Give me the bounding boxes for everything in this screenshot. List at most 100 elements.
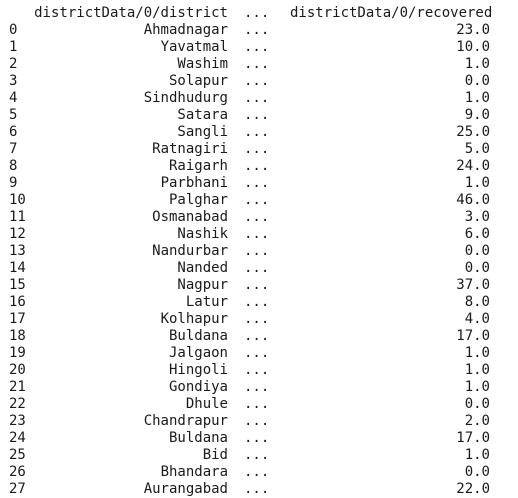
cell-ellipsis: ... xyxy=(244,260,270,276)
cell-district: Jalgaon xyxy=(168,345,228,361)
table-row: 20 Hingoli... 1.0 xyxy=(0,362,518,379)
table-row: 24 Buldana... 17.0 xyxy=(0,430,518,447)
cell-district: Sangli xyxy=(177,124,228,140)
row-index: 19 xyxy=(9,345,26,361)
cell-recovered: 3.0 xyxy=(464,209,490,225)
cell-district: Kolhapur xyxy=(160,311,228,327)
cell-recovered: 17.0 xyxy=(456,328,490,344)
cell-district: Nashik xyxy=(177,226,228,242)
cell-ellipsis: ... xyxy=(244,481,270,497)
cell-ellipsis: ... xyxy=(244,362,270,378)
cell-ellipsis: ... xyxy=(244,294,270,310)
table-row: 12 Nashik... 6.0 xyxy=(0,226,518,243)
cell-ellipsis: ... xyxy=(244,124,270,140)
cell-recovered: 2.0 xyxy=(464,413,490,429)
cell-district: Osmanabad xyxy=(152,209,228,225)
row-index: 20 xyxy=(9,362,26,378)
cell-recovered: 25.0 xyxy=(456,124,490,140)
cell-district: Chandrapur xyxy=(143,413,228,429)
table-row: 19 Jalgaon... 1.0 xyxy=(0,345,518,362)
cell-ellipsis: ... xyxy=(244,311,270,327)
row-index: 4 xyxy=(9,90,18,106)
cell-district: Palghar xyxy=(168,192,228,208)
table-row: 27 Aurangabad... 22.0 xyxy=(0,481,518,498)
row-index: 5 xyxy=(9,107,18,123)
cell-district: Dhule xyxy=(185,396,228,412)
cell-district: Ahmadnagar xyxy=(143,22,228,38)
cell-district: Aurangabad xyxy=(143,481,228,497)
cell-recovered: 1.0 xyxy=(464,56,490,72)
cell-ellipsis: ... xyxy=(244,22,270,38)
cell-recovered: 1.0 xyxy=(464,90,490,106)
cell-district: Washim xyxy=(177,56,228,72)
row-index: 13 xyxy=(9,243,26,259)
table-row: 7 Ratnagiri... 5.0 xyxy=(0,141,518,158)
cell-district: Buldana xyxy=(168,328,228,344)
cell-recovered: 6.0 xyxy=(464,226,490,242)
cell-recovered: 1.0 xyxy=(464,175,490,191)
cell-recovered: 24.0 xyxy=(456,158,490,174)
column-header-ellipsis: ... xyxy=(244,5,270,21)
cell-ellipsis: ... xyxy=(244,277,270,293)
column-header-district: districtData/0/district xyxy=(34,5,228,21)
table-row: 22 Dhule... 0.0 xyxy=(0,396,518,413)
row-index: 22 xyxy=(9,396,26,412)
table-row: 6 Sangli... 25.0 xyxy=(0,124,518,141)
row-index: 21 xyxy=(9,379,26,395)
table-row: 14 Nanded... 0.0 xyxy=(0,260,518,277)
cell-ellipsis: ... xyxy=(244,464,270,480)
cell-recovered: 10.0 xyxy=(456,39,490,55)
row-index: 14 xyxy=(9,260,26,276)
cell-recovered: 46.0 xyxy=(456,192,490,208)
cell-recovered: 4.0 xyxy=(464,311,490,327)
cell-district: Hingoli xyxy=(168,362,228,378)
cell-district: Yavatmal xyxy=(160,39,228,55)
cell-district: Raigarh xyxy=(168,158,228,174)
cell-recovered: 37.0 xyxy=(456,277,490,293)
row-index: 7 xyxy=(9,141,18,157)
cell-ellipsis: ... xyxy=(244,56,270,72)
cell-ellipsis: ... xyxy=(244,192,270,208)
table-row: 2 Washim... 1.0 xyxy=(0,56,518,73)
cell-ellipsis: ... xyxy=(244,243,270,259)
cell-ellipsis: ... xyxy=(244,158,270,174)
cell-ellipsis: ... xyxy=(244,73,270,89)
row-index: 0 xyxy=(9,22,18,38)
cell-ellipsis: ... xyxy=(244,90,270,106)
row-index: 3 xyxy=(9,73,18,89)
column-header-recovered: districtData/0/recovered xyxy=(290,5,493,21)
table-row: 13 Nandurbar... 0.0 xyxy=(0,243,518,260)
cell-district: Sindhudurg xyxy=(143,90,228,106)
cell-recovered: 1.0 xyxy=(464,447,490,463)
cell-district: Nanded xyxy=(177,260,228,276)
cell-ellipsis: ... xyxy=(244,413,270,429)
cell-district: Satara xyxy=(177,107,228,123)
cell-recovered: 0.0 xyxy=(464,73,490,89)
cell-ellipsis: ... xyxy=(244,328,270,344)
cell-recovered: 1.0 xyxy=(464,345,490,361)
table-header-row: districtData/0/district ... districtData… xyxy=(0,5,518,22)
cell-ellipsis: ... xyxy=(244,226,270,242)
table-row: 1 Yavatmal... 10.0 xyxy=(0,39,518,56)
cell-district: Nagpur xyxy=(177,277,228,293)
dataframe-output: districtData/0/district ... districtData… xyxy=(0,5,518,498)
table-row: 10 Palghar... 46.0 xyxy=(0,192,518,209)
row-index: 24 xyxy=(9,430,26,446)
cell-ellipsis: ... xyxy=(244,396,270,412)
row-index: 1 xyxy=(9,39,18,55)
cell-ellipsis: ... xyxy=(244,175,270,191)
table-row: 25 Bid... 1.0 xyxy=(0,447,518,464)
cell-ellipsis: ... xyxy=(244,447,270,463)
cell-recovered: 17.0 xyxy=(456,430,490,446)
row-index: 12 xyxy=(9,226,26,242)
row-index: 9 xyxy=(9,175,18,191)
row-index: 25 xyxy=(9,447,26,463)
row-index: 8 xyxy=(9,158,18,174)
table-row: 0 Ahmadnagar... 23.0 xyxy=(0,22,518,39)
cell-district: Solapur xyxy=(168,73,228,89)
table-row: 26 Bhandara... 0.0 xyxy=(0,464,518,481)
cell-district: Buldana xyxy=(168,430,228,446)
row-index: 18 xyxy=(9,328,26,344)
table-row: 5 Satara... 9.0 xyxy=(0,107,518,124)
cell-ellipsis: ... xyxy=(244,379,270,395)
